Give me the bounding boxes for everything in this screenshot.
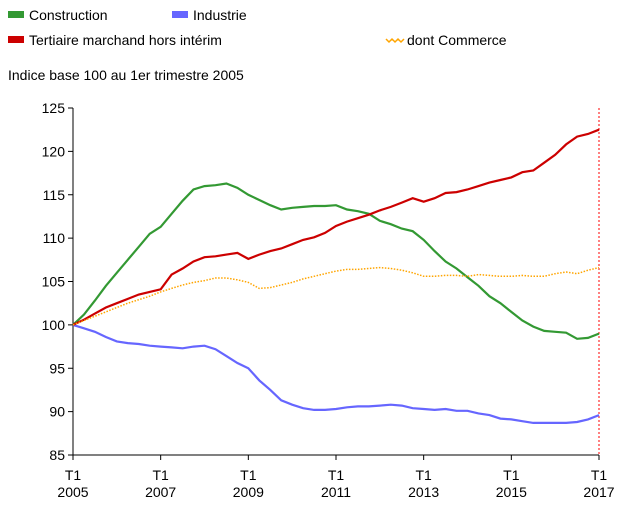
legend-swatch [385, 37, 405, 44]
legend-label: Tertiaire marchand hors intérim [29, 32, 222, 48]
legend-swatch [8, 36, 24, 43]
y-tick-label: 105 [42, 274, 66, 290]
y-tick-label: 100 [42, 317, 66, 333]
x-tick-label: T1 2005 [57, 467, 88, 500]
x-tick-label: T1 2015 [496, 467, 527, 500]
y-tick-label: 85 [49, 447, 65, 463]
legend-label: dont Commerce [407, 32, 507, 48]
y-tick-label: 115 [43, 187, 66, 203]
legend-swatch [8, 11, 24, 18]
y-tick-label: 90 [49, 404, 65, 420]
x-tick-label: T1 2007 [145, 467, 176, 500]
series-line [72, 266, 600, 326]
legend-label: Construction [29, 7, 108, 23]
x-tick-label: T1 2017 [583, 467, 614, 500]
x-tick-label: T1 2013 [408, 467, 439, 500]
series-line [72, 182, 600, 340]
y-tick-label: 120 [42, 143, 66, 159]
legend-label: Industrie [193, 7, 247, 23]
subtitle: Indice base 100 au 1er trimestre 2005 [8, 67, 244, 83]
legend-swatch [172, 11, 188, 18]
series-line [72, 323, 600, 424]
y-tick-label: 95 [49, 360, 65, 376]
x-tick-label: T1 2009 [233, 467, 264, 500]
y-tick-label: 125 [42, 100, 66, 116]
x-tick-label: T1 2011 [321, 467, 351, 500]
y-tick-label: 110 [43, 230, 66, 246]
series-line [72, 128, 600, 326]
